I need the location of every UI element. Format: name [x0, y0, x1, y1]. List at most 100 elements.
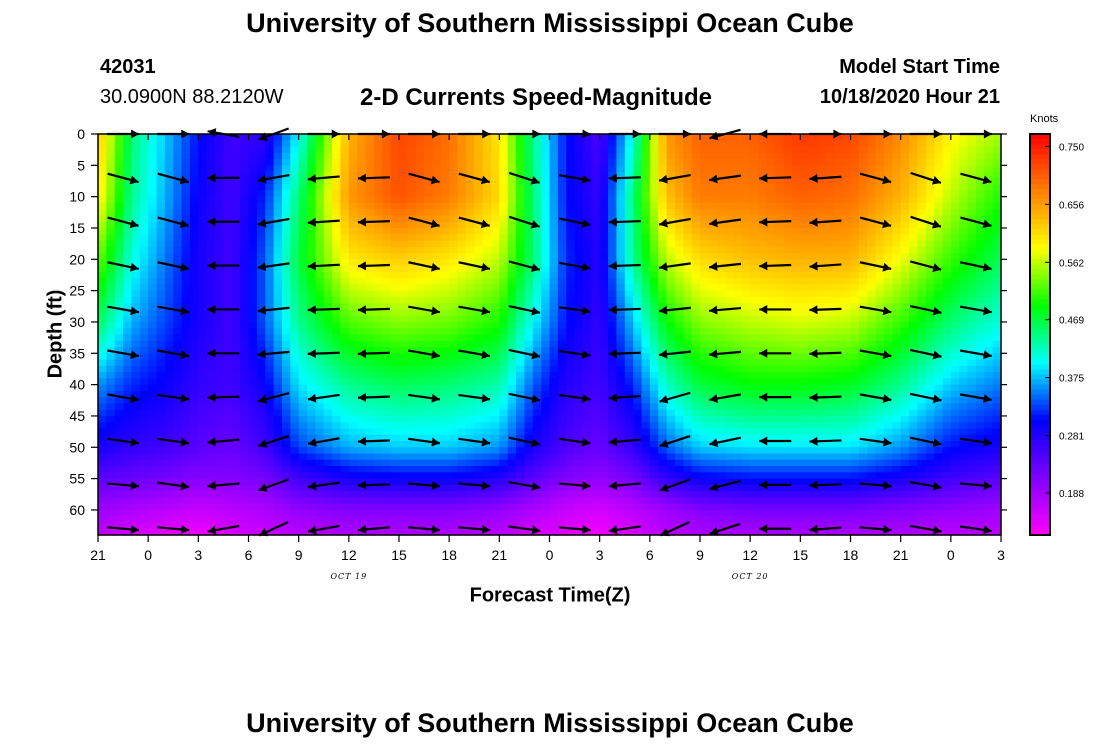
- heatmap-cell: [273, 384, 283, 392]
- heatmap-cell: [532, 240, 542, 248]
- heatmap-cell: [432, 159, 442, 166]
- heatmap-cell: [566, 397, 576, 405]
- heatmap-cell: [390, 196, 400, 204]
- heatmap-cell: [649, 403, 659, 411]
- heatmap-cell: [449, 365, 459, 373]
- heatmap-cell: [867, 309, 877, 317]
- heatmap-cell: [666, 265, 676, 273]
- heatmap-cell: [733, 415, 743, 423]
- heatmap-cell: [148, 334, 158, 342]
- heatmap-cell: [148, 365, 158, 373]
- heatmap-cell: [106, 409, 116, 417]
- heatmap-cell: [424, 190, 434, 198]
- heatmap-cell: [516, 227, 526, 235]
- heatmap-cell: [917, 140, 927, 148]
- heatmap-cell: [766, 284, 776, 292]
- heatmap-cell: [984, 146, 994, 154]
- heatmap-cell: [148, 309, 158, 317]
- heatmap-cell: [791, 334, 801, 342]
- heatmap-cell: [340, 271, 350, 279]
- heatmap-cell: [273, 328, 283, 336]
- heatmap-cell: [307, 347, 316, 354]
- heatmap-cell: [407, 284, 417, 292]
- heatmap-cell: [934, 359, 944, 367]
- heatmap-cell: [808, 209, 818, 217]
- heatmap-cell: [574, 409, 584, 417]
- heatmap-cell: [658, 365, 668, 373]
- heatmap-cell: [858, 340, 868, 348]
- heatmap-cell: [925, 309, 935, 317]
- heatmap-cell: [457, 334, 467, 342]
- heatmap-cell: [683, 278, 693, 285]
- heatmap-cell: [591, 328, 601, 336]
- heatmap-cell: [850, 321, 860, 329]
- heatmap-cell: [917, 359, 927, 367]
- heatmap-cell: [474, 271, 484, 279]
- heatmap-cell: [775, 347, 785, 354]
- heatmap-cell: [741, 234, 751, 242]
- heatmap-cell: [683, 378, 693, 386]
- heatmap-cell: [164, 190, 174, 198]
- heatmap-cell: [206, 415, 216, 423]
- heatmap-cell: [148, 209, 158, 217]
- heatmap-cell: [114, 365, 124, 373]
- heatmap-cell: [340, 184, 350, 191]
- heatmap-cell: [892, 315, 902, 323]
- heatmap-cell: [616, 134, 626, 141]
- heatmap-cell: [641, 221, 651, 229]
- heatmap-cell: [557, 134, 567, 141]
- heatmap-cell: [875, 303, 885, 311]
- heatmap-cell: [114, 209, 124, 217]
- heatmap-cell: [766, 134, 776, 141]
- heatmap-cell: [424, 234, 434, 242]
- heatmap-cell: [858, 253, 868, 260]
- heatmap-cell: [683, 315, 693, 323]
- heatmap-cell: [850, 271, 860, 279]
- heatmap-cell: [507, 397, 517, 405]
- heatmap-cell: [507, 284, 517, 292]
- heatmap-cell: [189, 303, 199, 311]
- heatmap-cell: [206, 159, 216, 166]
- heatmap-cell: [407, 184, 417, 191]
- heatmap-cell: [791, 171, 801, 179]
- heatmap-cell: [867, 372, 877, 379]
- heatmap-cell: [114, 202, 124, 210]
- heatmap-cell: [917, 177, 927, 185]
- heatmap-cell: [373, 196, 383, 204]
- heatmap-cell: [482, 196, 492, 204]
- heatmap-cell: [231, 321, 241, 329]
- heatmap-cell: [173, 253, 183, 260]
- heatmap-cell: [123, 415, 133, 423]
- heatmap-cell: [892, 171, 902, 179]
- heatmap-cell: [407, 240, 417, 248]
- heatmap-cell: [917, 196, 927, 204]
- heatmap-cell: [992, 171, 1002, 179]
- heatmap-cell: [900, 403, 910, 411]
- heatmap-cell: [566, 315, 576, 323]
- heatmap-cell: [867, 246, 877, 254]
- heatmap-cell: [666, 378, 676, 386]
- heatmap-cell: [148, 227, 158, 235]
- heatmap-cell: [942, 340, 952, 348]
- heatmap-cell: [591, 221, 601, 229]
- heatmap-cell: [532, 152, 542, 160]
- heatmap-cell: [148, 184, 158, 191]
- heatmap-cell: [833, 246, 843, 254]
- heatmap-cell: [925, 303, 935, 311]
- heatmap-cell: [875, 328, 885, 336]
- heatmap-cell: [649, 347, 659, 354]
- heatmap-cell: [599, 415, 609, 423]
- heatmap-cell: [223, 221, 233, 229]
- heatmap-cell: [716, 134, 726, 141]
- heatmap-cell: [365, 215, 375, 223]
- heatmap-cell: [248, 202, 258, 210]
- heatmap-cell: [215, 278, 225, 285]
- heatmap-cell: [465, 403, 475, 411]
- heatmap-cell: [616, 403, 626, 411]
- heatmap-cell: [240, 165, 250, 173]
- heatmap-cell: [817, 221, 827, 229]
- heatmap-cell: [574, 378, 584, 386]
- heatmap-cell: [775, 140, 785, 148]
- heatmap-cell: [123, 227, 133, 235]
- heatmap-cell: [507, 415, 517, 423]
